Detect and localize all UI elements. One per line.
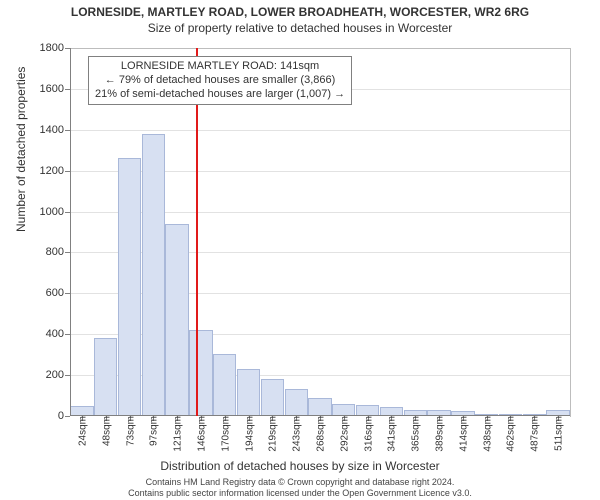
footer-line-1: Contains HM Land Registry data © Crown c… [0,477,600,487]
x-tick-label: 97sqm [147,416,160,446]
x-tick-label: 341sqm [385,416,398,452]
y-tick-label: 1200 [40,165,70,177]
x-tick-label: 389sqm [433,416,446,452]
annotation-line: LORNESIDE MARTLEY ROAD: 141sqm [95,60,345,74]
y-tick-label: 1800 [40,42,70,54]
y-axis-line [70,48,71,416]
x-tick-label: 48sqm [99,416,112,446]
x-tick-label: 414sqm [456,416,469,452]
histogram-bar [118,158,141,416]
histogram-bar [308,398,331,416]
x-tick-label: 462sqm [504,416,517,452]
y-tick-label: 1600 [40,83,70,95]
y-tick-label: 200 [46,369,70,381]
x-tick-label: 121sqm [171,416,184,452]
x-axis-line [70,415,570,416]
footer-line-2: Contains public sector information licen… [0,488,600,498]
attribution-footer: Contains HM Land Registry data © Crown c… [0,477,600,498]
x-tick-label: 146sqm [194,416,207,452]
x-tick-label: 292sqm [337,416,350,452]
chart-container: LORNESIDE, MARTLEY ROAD, LOWER BROADHEAT… [0,0,600,500]
y-tick-label: 1000 [40,206,70,218]
y-tick-label: 0 [58,410,70,422]
histogram-bar [94,338,117,416]
x-tick-label: 73sqm [123,416,136,446]
x-tick-label: 243sqm [290,416,303,452]
histogram-bar [237,369,260,416]
y-tick-label: 1400 [40,124,70,136]
y-tick-label: 800 [46,246,70,258]
x-tick-label: 170sqm [218,416,231,452]
gridline [70,130,570,131]
annotation-line: ← 79% of detached houses are smaller (3,… [95,74,345,88]
x-axis-title: Distribution of detached houses by size … [0,459,600,473]
x-tick-label: 487sqm [528,416,541,452]
x-tick-label: 219sqm [266,416,279,452]
annotation-line: 21% of semi-detached houses are larger (… [95,88,345,102]
y-tick-label: 400 [46,328,70,340]
y-axis-title: Number of detached properties [14,67,28,232]
x-tick-label: 365sqm [409,416,422,452]
annotation-box: LORNESIDE MARTLEY ROAD: 141sqm← 79% of d… [88,56,352,105]
x-tick-label: 316sqm [361,416,374,452]
histogram-bar [165,224,188,416]
chart-subtitle: Size of property relative to detached ho… [0,19,600,35]
histogram-bar [261,379,284,416]
chart-title: LORNESIDE, MARTLEY ROAD, LOWER BROADHEAT… [0,0,600,19]
histogram-bar [285,389,308,416]
x-tick-label: 438sqm [480,416,493,452]
x-tick-label: 511sqm [552,416,565,451]
x-tick-label: 24sqm [75,416,88,446]
plot-area: 02004006008001000120014001600180024sqm48… [70,48,570,416]
histogram-bar [213,354,236,416]
histogram-bar [189,330,212,416]
x-tick-label: 268sqm [314,416,327,452]
x-tick-label: 194sqm [242,416,255,452]
histogram-bar [142,134,165,416]
y-tick-label: 600 [46,287,70,299]
